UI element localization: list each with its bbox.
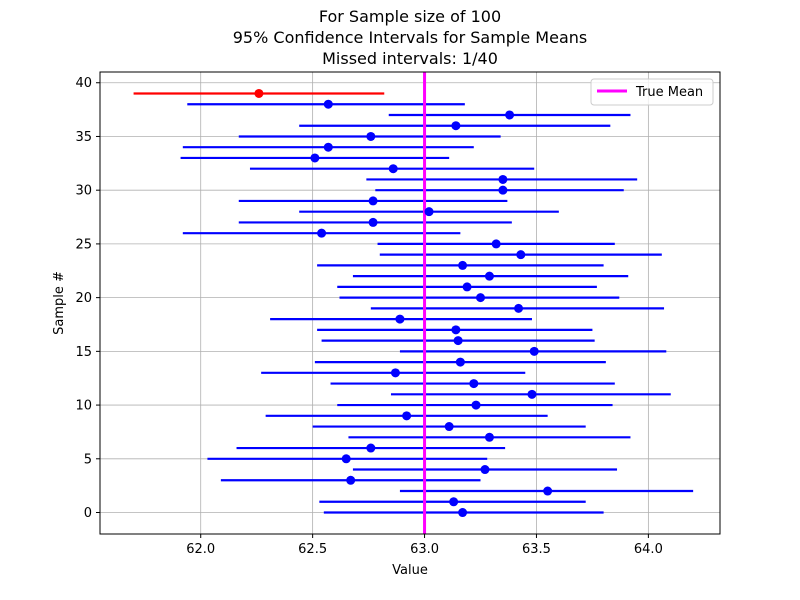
- sample-mean-point: [484, 271, 494, 281]
- y-tick-label: 5: [84, 452, 92, 467]
- title-line-1: For Sample size of 100: [318, 7, 502, 26]
- y-tick-label: 30: [75, 184, 92, 199]
- sample-mean-point: [498, 174, 508, 184]
- y-tick-label: 10: [75, 399, 92, 414]
- sample-mean-point: [402, 411, 412, 421]
- sample-mean-point: [310, 153, 320, 163]
- y-tick-label: 0: [84, 506, 92, 521]
- sample-mean-point: [462, 282, 472, 292]
- sample-mean-point: [505, 110, 515, 120]
- sample-mean-point: [395, 314, 405, 324]
- legend-box: [590, 78, 714, 106]
- sample-mean-point: [514, 303, 524, 313]
- x-tick-label: 64.0: [634, 542, 663, 557]
- legend: True Mean: [590, 78, 714, 106]
- title-line-3: Missed intervals: 1/40: [322, 49, 498, 68]
- y-tick-label: 25: [75, 237, 92, 252]
- sample-mean-point: [368, 217, 378, 227]
- sample-mean-point: [469, 379, 479, 389]
- legend-true-mean-label: True Mean: [635, 85, 703, 100]
- sample-mean-point: [527, 389, 537, 399]
- y-tick-label: 20: [75, 291, 92, 306]
- sample-mean-point: [366, 131, 376, 141]
- plot-frame: [99, 71, 721, 535]
- sample-mean-point: [449, 497, 459, 507]
- sample-mean-point: [368, 196, 378, 206]
- y-tick-label: 15: [75, 345, 92, 360]
- sample-mean-point: [458, 260, 468, 270]
- sample-mean-point: [341, 454, 351, 464]
- grid-layer: [100, 72, 720, 534]
- y-tick-label: 35: [75, 130, 92, 145]
- sample-mean-point: [516, 250, 526, 260]
- sample-mean-point: [480, 465, 490, 475]
- sample-mean-point: [543, 486, 553, 496]
- sample-mean-point: [451, 121, 461, 131]
- sample-mean-point: [484, 432, 494, 442]
- sample-mean-point: [388, 164, 398, 174]
- sample-mean-point: [366, 443, 376, 453]
- sample-mean-point: [451, 325, 461, 335]
- sample-mean-point: [476, 293, 486, 303]
- sample-mean-point: [323, 142, 333, 152]
- chart-title: For Sample size of 100 95% Confidence In…: [0, 6, 800, 69]
- sample-mean-point: [424, 207, 434, 217]
- sample-mean-point: [471, 400, 481, 410]
- sample-mean-point: [498, 185, 508, 195]
- interval-layer: [133, 92, 694, 514]
- y-tick-label: 40: [75, 76, 92, 91]
- sample-mean-point: [346, 475, 356, 485]
- sample-mean-point: [529, 346, 539, 356]
- sample-mean-point: [453, 336, 463, 346]
- sample-mean-point: [491, 239, 501, 249]
- sample-mean-point: [455, 357, 465, 367]
- x-tick-label: 62.5: [298, 542, 327, 557]
- point-layer: [254, 88, 553, 518]
- x-tick-label: 63.5: [522, 542, 551, 557]
- sample-mean-point: [317, 228, 327, 238]
- title-line-2: 95% Confidence Intervals for Sample Mean…: [232, 28, 588, 47]
- sample-mean-point: [444, 422, 454, 432]
- sample-mean-point: [390, 368, 400, 378]
- tick-layer: 62.0 62.5 63.0 63.5 64.0 0 5 10 15 20 25 30 35 40: [75, 76, 662, 557]
- x-tick-label: 63.0: [410, 542, 439, 557]
- sample-mean-point: [458, 508, 468, 518]
- sample-mean-point: [254, 88, 264, 98]
- x-axis-label: Value: [392, 563, 428, 578]
- x-tick-label: 62.0: [186, 542, 215, 557]
- sample-mean-point: [323, 99, 333, 109]
- y-axis-label: Sample #: [52, 271, 67, 335]
